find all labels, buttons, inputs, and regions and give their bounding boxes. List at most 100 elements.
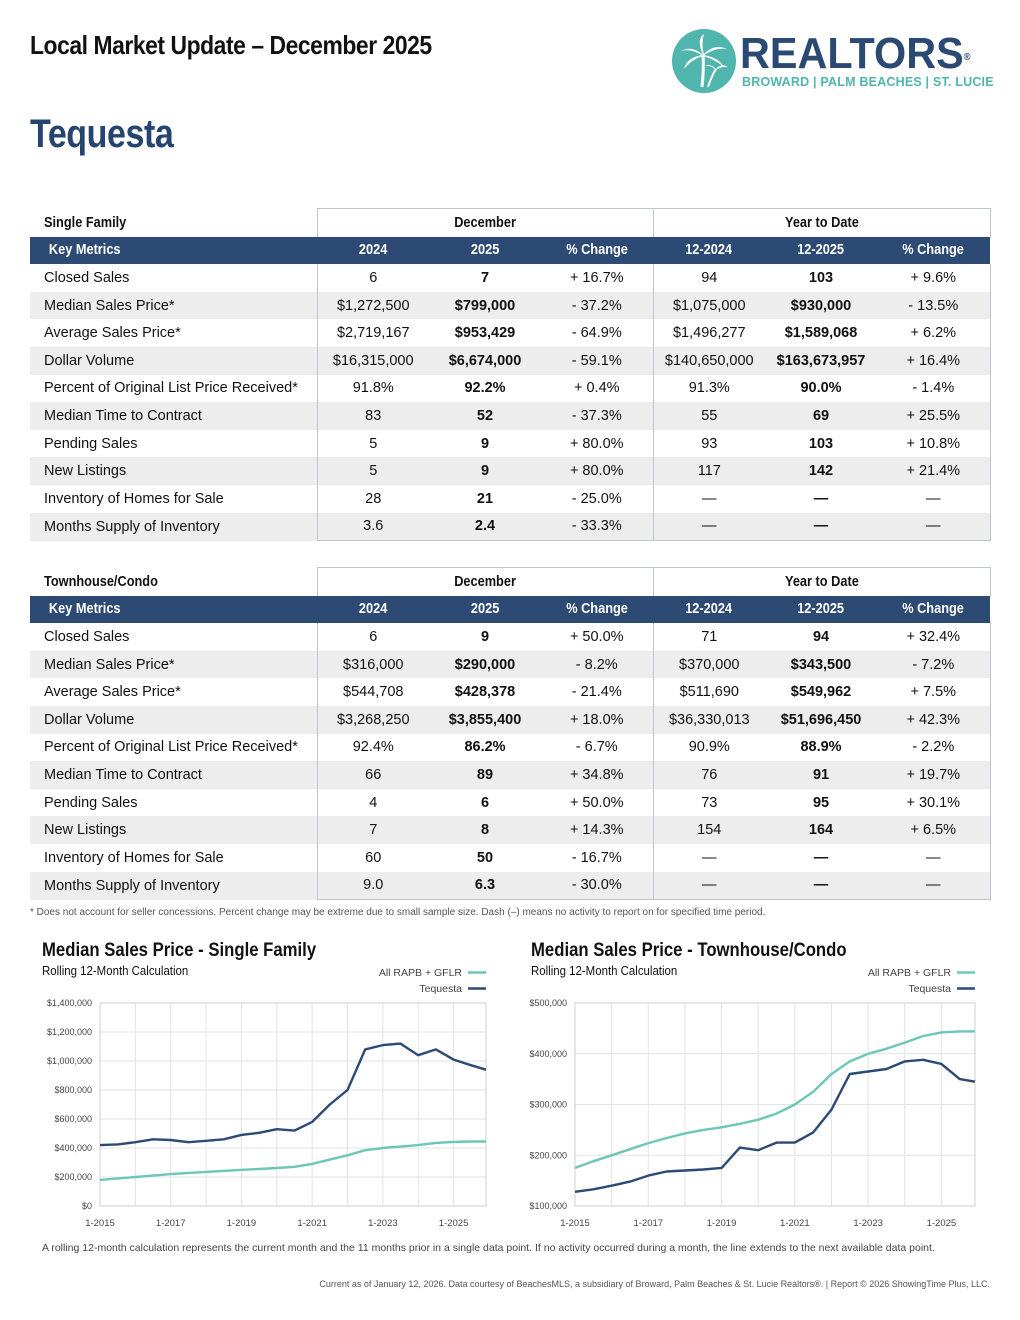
table-cell: 92.2% [464, 380, 506, 397]
table-cell: 103 [808, 269, 834, 286]
table-cell: — [652, 871, 766, 901]
table-cell: 93 [652, 429, 766, 458]
table-cell: 21 [476, 490, 494, 507]
table-cell: $511,690 [652, 678, 766, 706]
table-cell: 83 [316, 402, 429, 430]
table-cell: $36,330,013 [652, 705, 766, 734]
metric-label: Dollar Volume [30, 346, 317, 375]
column-header: 2024 [317, 595, 429, 624]
chart-svg-townhouse-condo: $100,000 $200,000 $300,000 $400,000 $500,000… [529, 967, 976, 1229]
table-cell: 73 [652, 788, 766, 817]
table-cell: - 6.7% [575, 739, 618, 756]
table-cell: — [813, 490, 829, 507]
table-cell: 94 [812, 628, 830, 645]
chart-subtitle: Rolling 12-Month Calculation [42, 963, 189, 978]
table-cell: - 30.0% [541, 871, 654, 901]
y-tick-label: $400,000 [54, 1143, 92, 1153]
chart-subtitle: Rolling 12-Month Calculation [531, 963, 678, 978]
rolling-calculation-note: A rolling 12-month calculation represent… [42, 1242, 935, 1254]
metric-label: Median Sales Price* [30, 291, 317, 320]
table-cell: 7 [316, 816, 429, 844]
x-tick-label: 1-2021 [780, 1218, 810, 1229]
y-tick-label: $800,000 [54, 1085, 92, 1095]
section-title: Townhouse/Condo [30, 567, 317, 596]
series-line-all-rapb-gflr [574, 1030, 975, 1170]
table-cell: 117 [652, 457, 766, 485]
metric-label: Percent of Original List Price Received* [44, 380, 298, 397]
table-cell: 9 [480, 435, 490, 452]
series-line-tequesta [99, 1042, 487, 1147]
logo-registered-mark: ® [963, 52, 971, 63]
table-cell: - 25.0% [571, 490, 622, 507]
y-tick-label: $100,000 [529, 1201, 567, 1211]
table-cell: + 6.5% [877, 816, 991, 844]
metric-label: Percent of Original List Price Received* [44, 739, 298, 756]
table-cell: 8 [429, 816, 541, 844]
table-cell: 69 [765, 402, 878, 430]
table-cell: — [877, 484, 991, 513]
metric-label: New Listings [30, 816, 317, 844]
x-tick-label: 1-2015 [85, 1218, 115, 1229]
table-cell: 95 [812, 794, 830, 811]
table-cell: 90.0% [800, 380, 842, 397]
x-tick-label: 1-2019 [227, 1218, 257, 1229]
y-tick-label: $1,000,000 [47, 1056, 92, 1066]
table-cell: + 16.7% [569, 269, 624, 286]
table-cell: 60 [316, 843, 429, 872]
table-cell: $343,500 [765, 650, 878, 679]
table-row: Percent of Original List Price Received*… [30, 374, 991, 403]
table-cell: — [765, 871, 878, 901]
table-cell: + 80.0% [541, 457, 654, 485]
table-row: Average Sales Price* $2,719,167 $953,429 - … [30, 319, 991, 347]
metric-label: Inventory of Homes for Sale [44, 490, 224, 507]
y-tick-label: $500,000 [529, 998, 567, 1008]
table-cell: 66 [316, 761, 429, 789]
column-header-row: Key Metrics 2024 2025 % Change 12-2024 1… [30, 236, 991, 265]
table-cell: 3.6 [316, 512, 429, 542]
metric-label: Closed Sales [44, 269, 130, 286]
table-cell: $3,855,400 [429, 705, 541, 734]
table-cell: 86.2% [464, 739, 506, 756]
table-cell: + 9.6% [877, 264, 991, 292]
x-tick-label: 1-2021 [297, 1218, 327, 1229]
legend-label: All RAPB + GFLR [868, 967, 952, 979]
table-cell: $799,000 [429, 291, 541, 320]
table-row: Dollar Volume $16,315,000 $6,674,000- 59.1… [30, 346, 991, 375]
table-cell: 9 [480, 628, 490, 645]
table-row: Median Time to Contract 66 89 + 34.8% 76 91 + … [30, 761, 991, 789]
table-cell: — [877, 843, 991, 872]
table-cell: - 21.4% [571, 684, 622, 701]
table-cell: $428,378 [454, 684, 516, 701]
table-cell: + 18.0% [541, 705, 654, 734]
table-cell: 92.4% [316, 733, 429, 762]
table-row: Dollar Volume $3,268,250 $3,855,400 + 18.0%… [30, 705, 991, 734]
column-header: 12-2025 [765, 595, 878, 624]
table-cell: — [652, 843, 766, 872]
metric-label: Pending Sales [44, 794, 138, 811]
table-cell: 55 [652, 402, 766, 430]
table-row: New Listings 7 8 + 14.3% 154 164 + 6.5% [30, 816, 991, 844]
table-row: Pending Sales 5 9 + 80.0% 93 103 + 10.8% [30, 429, 991, 458]
metric-label: Closed Sales [44, 628, 130, 645]
group-header-ytd: Year to Date [652, 207, 991, 237]
table-cell: $1,272,500 [316, 291, 429, 320]
column-header: 12-2024 [653, 595, 766, 624]
column-header: 12-2025 [765, 236, 878, 265]
table-cell: $544,708 [316, 678, 429, 706]
column-header: 2025 [429, 236, 541, 265]
metric-label: Average Sales Price* [44, 684, 181, 701]
table-cell: + 25.5% [877, 402, 991, 430]
x-tick-label: 1-2019 [707, 1218, 737, 1229]
table-cell: - 7.2% [877, 650, 991, 679]
table-cell: + 32.4% [877, 623, 991, 651]
table-row: Median Time to Contract 83 52- 37.3% 55 69 + … [30, 402, 991, 430]
table-cell: + 50.0% [569, 628, 624, 645]
table-cell: 76 [652, 761, 766, 789]
metric-label: Pending Sales [44, 435, 138, 452]
column-header-row: Key Metrics 2024 2025 % Change 12-2024 1… [30, 595, 991, 624]
table-cell: 28 [316, 484, 429, 513]
table-cell: 142 [765, 457, 878, 485]
y-tick-label: $400,000 [529, 1049, 567, 1059]
table-cell: 90.9% [652, 733, 766, 762]
group-header-ytd: Year to Date [652, 566, 991, 596]
